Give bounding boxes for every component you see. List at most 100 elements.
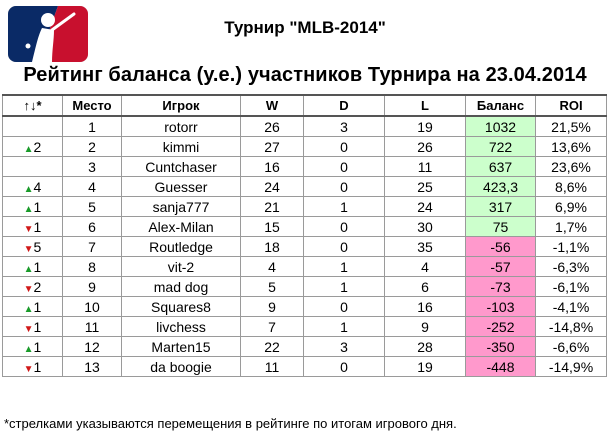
table-row: 1 rotorr 26 3 19 1032 21,5% xyxy=(2,115,607,137)
player-cell: sanja777 xyxy=(121,196,241,217)
draws-cell: 0 xyxy=(303,216,385,237)
player-cell: kimmi xyxy=(121,136,241,157)
arrow-up-icon: ▲ xyxy=(23,203,34,215)
table-row: ▲4 4 Guesser 24 0 25 423,3 8,6% xyxy=(2,176,607,197)
roi-cell: -6,1% xyxy=(535,276,607,297)
player-cell: vit-2 xyxy=(121,256,241,277)
rank-change-cell xyxy=(2,115,63,137)
arrow-up-icon: ▲ xyxy=(23,183,34,195)
rank-shift-value: 1 xyxy=(33,198,42,215)
table-row: ▼1 13 da boogie 11 0 19 -448 -14,9% xyxy=(2,356,607,377)
draws-cell: 1 xyxy=(303,316,385,337)
roi-cell: -4,1% xyxy=(535,296,607,317)
losses-cell: 35 xyxy=(384,236,466,257)
draws-cell: 0 xyxy=(303,156,385,177)
place-cell: 6 xyxy=(62,216,122,237)
arrow-down-icon: ▼ xyxy=(23,223,34,235)
rating-table: ↑↓* Место Игрок W D L Баланс ROI 1 rotorr… xyxy=(2,94,607,377)
place-cell: 2 xyxy=(62,136,122,157)
player-cell: da boogie xyxy=(121,356,241,377)
rank-shift-value: 1 xyxy=(33,318,42,335)
roi-cell: 13,6% xyxy=(535,136,607,157)
table-row: ▲1 12 Marten15 22 3 28 -350 -6,6% xyxy=(2,336,607,357)
place-cell: 10 xyxy=(62,296,122,317)
wins-cell: 9 xyxy=(240,296,304,317)
balance-cell: 722 xyxy=(465,136,536,157)
balance-cell: -57 xyxy=(465,256,536,277)
rank-change-cell xyxy=(2,156,63,177)
column-header-draws: D xyxy=(303,94,385,117)
arrow-down-icon: ▼ xyxy=(23,363,34,375)
losses-cell: 24 xyxy=(384,196,466,217)
column-header-balance: Баланс xyxy=(465,94,536,117)
rating-subtitle: Рейтинг баланса (у.е.) участников Турнир… xyxy=(23,64,587,86)
arrow-up-icon: ▲ xyxy=(23,263,34,275)
balance-cell: -252 xyxy=(465,316,536,337)
roi-cell: -6,3% xyxy=(535,256,607,277)
player-cell: livchess xyxy=(121,316,241,337)
rank-shift-value: 1 xyxy=(33,358,42,375)
rank-shift-value: 2 xyxy=(33,278,42,295)
roi-cell: -14,9% xyxy=(535,356,607,377)
balance-cell: -73 xyxy=(465,276,536,297)
player-cell: Alex-Milan xyxy=(121,216,241,237)
rank-shift-value: 1 xyxy=(33,218,42,235)
place-cell: 13 xyxy=(62,356,122,377)
rank-shift-value: 4 xyxy=(33,178,42,195)
balance-cell: -56 xyxy=(465,236,536,257)
table-row: ▼1 6 Alex-Milan 15 0 30 75 1,7% xyxy=(2,216,607,237)
losses-cell: 4 xyxy=(384,256,466,277)
rank-change-cell: ▲1 xyxy=(2,196,63,217)
draws-cell: 0 xyxy=(303,356,385,377)
rank-shift-value: 1 xyxy=(33,338,42,355)
column-header-roi: ROI xyxy=(535,94,607,117)
losses-cell: 11 xyxy=(384,156,466,177)
balance-cell: 317 xyxy=(465,196,536,217)
losses-cell: 19 xyxy=(384,356,466,377)
rank-change-cell: ▲1 xyxy=(2,336,63,357)
draws-cell: 0 xyxy=(303,136,385,157)
arrow-up-icon: ▲ xyxy=(23,303,34,315)
table-row: 3 Cuntchaser 16 0 11 637 23,6% xyxy=(2,156,607,177)
rank-change-cell: ▼2 xyxy=(2,276,63,297)
column-header-wins: W xyxy=(240,94,304,117)
draws-cell: 0 xyxy=(303,236,385,257)
place-cell: 7 xyxy=(62,236,122,257)
wins-cell: 24 xyxy=(240,176,304,197)
wins-cell: 18 xyxy=(240,236,304,257)
wins-cell: 15 xyxy=(240,216,304,237)
losses-cell: 16 xyxy=(384,296,466,317)
place-cell: 3 xyxy=(62,156,122,177)
roi-cell: 8,6% xyxy=(535,176,607,197)
player-cell: Marten15 xyxy=(121,336,241,357)
arrow-up-icon: ▲ xyxy=(23,143,34,155)
balance-cell: 75 xyxy=(465,216,536,237)
wins-cell: 4 xyxy=(240,256,304,277)
rank-change-cell: ▼5 xyxy=(2,236,63,257)
header-row: ↑↓* Место Игрок W D L Баланс ROI xyxy=(2,94,607,117)
player-cell: Cuntchaser xyxy=(121,156,241,177)
table-row: ▼2 9 mad dog 5 1 6 -73 -6,1% xyxy=(2,276,607,297)
wins-cell: 21 xyxy=(240,196,304,217)
arrow-up-icon: ▲ xyxy=(23,343,34,355)
rank-change-cell: ▲1 xyxy=(2,256,63,277)
place-cell: 9 xyxy=(62,276,122,297)
losses-cell: 25 xyxy=(384,176,466,197)
losses-cell: 19 xyxy=(384,115,466,137)
rank-shift-value: 1 xyxy=(33,298,42,315)
rank-change-cell: ▲4 xyxy=(2,176,63,197)
balance-cell: -350 xyxy=(465,336,536,357)
wins-cell: 16 xyxy=(240,156,304,177)
draws-cell: 1 xyxy=(303,276,385,297)
mlb-logo-icon xyxy=(8,6,88,62)
rank-shift-value: 5 xyxy=(33,238,42,255)
column-header-move: ↑↓* xyxy=(2,94,63,117)
place-cell: 11 xyxy=(62,316,122,337)
balance-cell: 637 xyxy=(465,156,536,177)
table-row: ▲1 8 vit-2 4 1 4 -57 -6,3% xyxy=(2,256,607,277)
place-cell: 4 xyxy=(62,176,122,197)
column-header-player: Игрок xyxy=(121,94,241,117)
arrow-down-icon: ▼ xyxy=(23,243,34,255)
rank-change-cell: ▼1 xyxy=(2,216,63,237)
place-cell: 12 xyxy=(62,336,122,357)
